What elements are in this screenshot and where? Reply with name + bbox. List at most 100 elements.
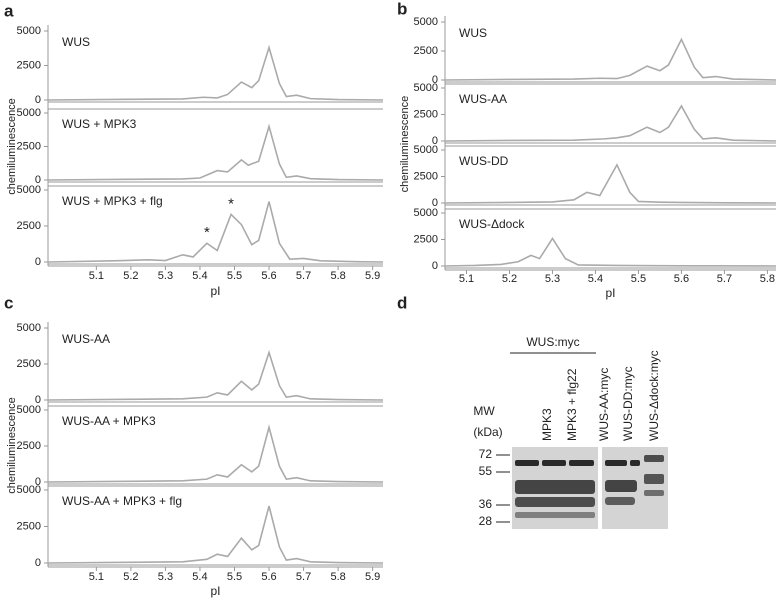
y-tick-label: 5000 <box>17 322 41 334</box>
trace-label: WUS-DD <box>459 154 509 168</box>
trace-label: WUS-AA <box>459 92 507 106</box>
y-tick-label: 2500 <box>17 140 41 152</box>
y-tick-label: 5000 <box>414 207 438 219</box>
y-tick-label: 5000 <box>17 484 41 496</box>
trace-label: WUS <box>62 35 90 49</box>
mw-marker: 72 <box>479 447 493 461</box>
y-axis-label: chemiluminescence <box>6 397 18 494</box>
annotation: * <box>204 224 210 241</box>
mw-marker: 55 <box>479 464 493 478</box>
y-tick-label: 5000 <box>414 82 438 94</box>
y-tick-label: 0 <box>35 256 41 268</box>
x-axis-label: pI <box>210 584 220 598</box>
x-tick-label: 5.7 <box>717 273 732 285</box>
trace <box>444 104 777 142</box>
x-tick-label: 5.3 <box>545 273 560 285</box>
y-tick-label: 0 <box>35 94 41 106</box>
y-axis-label: chemiluminescence <box>6 98 18 195</box>
trace <box>47 201 384 263</box>
y-tick-label: 0 <box>35 557 41 569</box>
y-tick-label: 2500 <box>17 59 41 71</box>
y-tick-label: 2500 <box>17 220 41 232</box>
lane-label: WUS-Δdock:myc <box>647 350 661 441</box>
x-tick-label: 5.5 <box>227 571 242 583</box>
y-tick-label: 2500 <box>414 45 438 57</box>
x-tick-label: 5.4 <box>192 270 207 282</box>
trace <box>444 37 777 81</box>
x-tick-label: 5.2 <box>123 571 138 583</box>
western-blot: d WUS:myc MW (kDa) MPK3 MPK3 + flg22 WUS-AA:my… <box>397 293 668 529</box>
y-tick-label: 5000 <box>17 107 41 119</box>
x-tick-label: 5.5 <box>227 270 242 282</box>
annotation: * <box>228 195 234 212</box>
x-tick-label: 5.8 <box>330 270 345 282</box>
trace <box>444 236 777 267</box>
x-axis-label: pI <box>210 284 220 298</box>
x-tick-label: 5.1 <box>459 273 474 285</box>
y-tick-label: 0 <box>432 260 438 272</box>
trace-label: WUS-AA <box>62 332 110 346</box>
mw-unit: (kDa) <box>473 425 502 439</box>
x-tick-label: 5.8 <box>760 273 775 285</box>
y-tick-label: 5000 <box>17 184 41 196</box>
trace <box>47 505 384 564</box>
x-tick-label: 5.1 <box>89 571 104 583</box>
x-tick-label: 5.3 <box>158 571 173 583</box>
panel-letter: c <box>4 293 13 312</box>
x-axis-label: pI <box>605 286 615 300</box>
y-tick-label: 0 <box>432 197 438 209</box>
y-tick-label: 2500 <box>17 440 41 452</box>
y-tick-label: 0 <box>432 135 438 147</box>
group-label: WUS:myc <box>526 335 579 349</box>
panel-letter: b <box>397 0 407 18</box>
lane-label: WUS-AA:myc <box>597 368 611 441</box>
y-tick-label: 5000 <box>17 25 41 37</box>
x-tick-label: 5.6 <box>261 270 276 282</box>
y-tick-label: 2500 <box>414 233 438 245</box>
blot-bands <box>515 455 664 518</box>
trace-label: WUS + MPK3 <box>62 117 137 131</box>
y-tick-label: 2500 <box>17 358 41 370</box>
x-tick-label: 5.7 <box>296 571 311 583</box>
panel-letter: a <box>4 1 14 20</box>
x-tick-label: 5.1 <box>89 270 104 282</box>
x-tick-label: 5.6 <box>674 273 689 285</box>
y-tick-label: 0 <box>432 74 438 86</box>
trace-label: WUS-Δdock <box>459 217 525 231</box>
mw-label: MW <box>473 404 495 418</box>
x-tick-label: 5.6 <box>261 571 276 583</box>
y-tick-label: 5000 <box>17 404 41 416</box>
y-tick-label: 0 <box>35 394 41 406</box>
x-tick-label: 5.2 <box>123 270 138 282</box>
lane-label: WUS-DD:myc <box>621 366 635 441</box>
trace <box>47 349 384 401</box>
x-tick-label: 5.4 <box>192 571 207 583</box>
x-tick-label: 5.2 <box>502 273 517 285</box>
x-tick-label: 5.9 <box>365 571 380 583</box>
y-tick-label: 5000 <box>414 144 438 156</box>
trace-label: WUS <box>459 26 487 40</box>
y-tick-label: 2500 <box>17 520 41 532</box>
y-axis-label: chemiluminescence <box>399 96 411 193</box>
trace <box>47 44 384 101</box>
trace-label: WUS + MPK3 + flg <box>62 194 163 208</box>
trace <box>47 123 384 181</box>
y-tick-label: 0 <box>35 476 41 488</box>
x-tick-label: 5.9 <box>365 270 380 282</box>
panel-letter: d <box>397 293 407 312</box>
trace <box>444 163 777 204</box>
y-tick-label: 2500 <box>414 170 438 182</box>
mw-marker: 36 <box>479 497 493 511</box>
trace <box>47 424 384 483</box>
x-tick-label: 5.3 <box>158 270 173 282</box>
y-tick-label: 5000 <box>414 16 438 28</box>
trace-label: WUS-AA + MPK3 <box>62 414 156 428</box>
x-tick-label: 5.7 <box>296 270 311 282</box>
x-tick-label: 5.8 <box>330 571 345 583</box>
y-tick-label: 2500 <box>414 108 438 120</box>
trace-label: WUS-AA + MPK3 + flg <box>62 494 182 508</box>
lane-label: MPK3 <box>540 408 554 441</box>
x-tick-label: 5.5 <box>631 273 646 285</box>
x-tick-label: 5.4 <box>588 273 603 285</box>
